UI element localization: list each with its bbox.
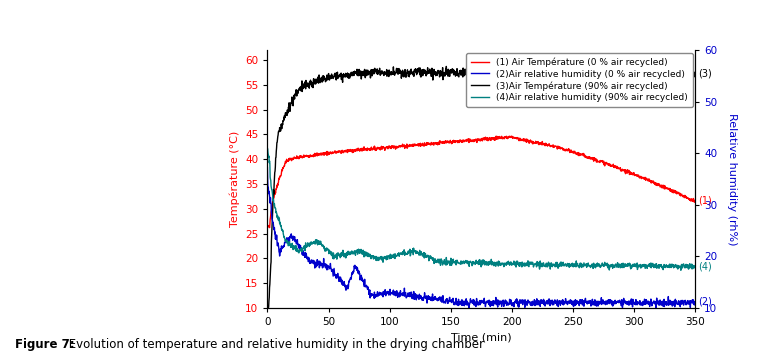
(1) Air Température (0 % air recycled) <box>507 134 516 138</box>
(1) Air Température (0 % air recycled) <box>367 145 376 149</box>
(3)Air Température (90% air recycled) <box>685 69 694 73</box>
(4)Air relative humidity (90% air recycled) <box>263 146 272 150</box>
(2)Air relative humidity (0 % air recycled) <box>652 306 661 311</box>
Text: (4): (4) <box>698 262 711 272</box>
(4)Air relative humidity (90% air recycled) <box>461 261 470 265</box>
(4)Air relative humidity (90% air recycled) <box>691 265 700 269</box>
Text: Figure 7:: Figure 7: <box>15 338 75 351</box>
Y-axis label: Température (°C): Température (°C) <box>229 131 240 227</box>
(1) Air Température (0 % air recycled) <box>461 139 470 143</box>
(2)Air relative humidity (0 % air recycled) <box>487 303 497 308</box>
(3)Air Température (90% air recycled) <box>263 310 272 314</box>
(4)Air relative humidity (90% air recycled) <box>676 268 685 272</box>
(1) Air Température (0 % air recycled) <box>410 142 419 146</box>
(4)Air relative humidity (90% air recycled) <box>610 265 619 270</box>
(2)Air relative humidity (0 % air recycled) <box>685 302 694 306</box>
(2)Air relative humidity (0 % air recycled) <box>461 303 470 307</box>
Text: (2): (2) <box>698 296 711 306</box>
(3)Air Température (90% air recycled) <box>367 69 376 73</box>
Text: Evolution of temperature and relative humidity in the drying chamber: Evolution of temperature and relative hu… <box>65 338 484 351</box>
(2)Air relative humidity (0 % air recycled) <box>367 292 376 296</box>
(4)Air relative humidity (90% air recycled) <box>685 264 694 268</box>
(4)Air relative humidity (90% air recycled) <box>487 263 497 267</box>
(3)Air Température (90% air recycled) <box>619 62 628 67</box>
(2)Air relative humidity (0 % air recycled) <box>263 165 272 170</box>
Text: (1): (1) <box>698 196 711 206</box>
(1) Air Température (0 % air recycled) <box>691 199 700 203</box>
(3)Air Température (90% air recycled) <box>461 67 470 71</box>
(1) Air Température (0 % air recycled) <box>610 164 620 168</box>
(1) Air Température (0 % air recycled) <box>487 136 497 140</box>
(1) Air Température (0 % air recycled) <box>685 197 694 201</box>
(3)Air Température (90% air recycled) <box>691 71 700 76</box>
(1) Air Température (0 % air recycled) <box>263 222 272 227</box>
(4)Air relative humidity (90% air recycled) <box>410 250 419 254</box>
(3)Air Température (90% air recycled) <box>410 68 419 73</box>
(2)Air relative humidity (0 % air recycled) <box>610 299 619 303</box>
(2)Air relative humidity (0 % air recycled) <box>691 299 700 304</box>
Line: (2)Air relative humidity (0 % air recycled): (2)Air relative humidity (0 % air recycl… <box>267 168 695 309</box>
Legend: (1) Air Température (0 % air recycled), (2)Air relative humidity (0 % air recycl: (1) Air Température (0 % air recycled), … <box>467 53 692 107</box>
Y-axis label: Relative humidity (rh%): Relative humidity (rh%) <box>727 113 736 245</box>
(3)Air Température (90% air recycled) <box>487 69 497 73</box>
(3)Air Température (90% air recycled) <box>263 308 272 312</box>
X-axis label: Time (min): Time (min) <box>451 333 512 343</box>
Line: (1) Air Température (0 % air recycled): (1) Air Température (0 % air recycled) <box>267 136 695 228</box>
Text: (3): (3) <box>698 69 711 78</box>
(3)Air Température (90% air recycled) <box>610 68 620 72</box>
(2)Air relative humidity (0 % air recycled) <box>410 294 419 299</box>
(4)Air relative humidity (90% air recycled) <box>367 257 376 261</box>
Line: (4)Air relative humidity (90% air recycled): (4)Air relative humidity (90% air recycl… <box>267 148 695 270</box>
Line: (3)Air Température (90% air recycled): (3)Air Température (90% air recycled) <box>267 64 695 312</box>
(1) Air Température (0 % air recycled) <box>265 226 274 230</box>
